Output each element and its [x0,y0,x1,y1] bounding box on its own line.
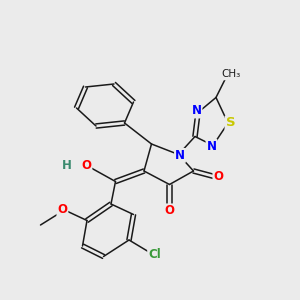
Text: O: O [213,170,224,184]
Text: N: N [206,140,217,153]
Text: CH₃: CH₃ [221,69,241,80]
Text: O: O [164,204,175,218]
Text: N: N [191,104,202,118]
Text: N: N [175,149,185,162]
Text: O: O [81,159,92,172]
Text: S: S [226,116,235,130]
Text: O: O [57,203,68,216]
Text: H: H [62,159,71,172]
Text: Cl: Cl [148,248,161,262]
